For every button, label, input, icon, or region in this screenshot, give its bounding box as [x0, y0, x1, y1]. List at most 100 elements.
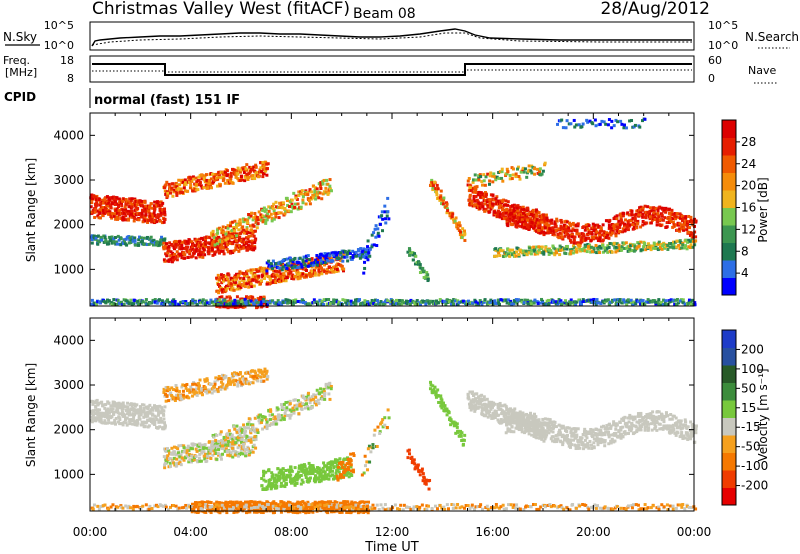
power-echo-cell — [680, 246, 684, 250]
velocity-echo-cell — [220, 373, 224, 377]
power-echo-cell — [263, 209, 267, 213]
power-echo-cell — [610, 119, 614, 123]
power-echo-cell — [127, 241, 131, 245]
power-echo-cell — [159, 302, 163, 306]
power-echo-cell — [653, 299, 657, 303]
power-echo-cell — [517, 175, 521, 179]
power-echo-cell — [517, 253, 521, 257]
velocity-echo-cell — [181, 383, 185, 387]
power-echo-cell — [160, 235, 164, 239]
power-echo-cell — [418, 270, 422, 274]
velocity-echo-cell — [109, 407, 113, 411]
power-echo-cell — [140, 208, 144, 212]
power-echo-cell — [204, 302, 208, 306]
power-echo-cell — [222, 246, 226, 250]
power-echo-cell — [228, 224, 232, 228]
power-echo-cell — [460, 235, 464, 239]
power-echo-cell — [364, 256, 368, 260]
power-echo-cell — [294, 275, 298, 279]
power-echo-cell — [531, 165, 535, 169]
power-echo-cell — [132, 219, 136, 223]
power-echo-cell — [431, 302, 435, 306]
power-echo-cell — [93, 301, 97, 305]
power-echo-cell — [183, 256, 187, 260]
power-echo-cell — [109, 203, 113, 207]
velocity-echo-cell — [184, 386, 188, 390]
power-echo-cell — [373, 227, 377, 231]
power-echo-cell — [271, 273, 275, 277]
power-echo-cell — [232, 249, 236, 253]
power-echo-cell — [497, 251, 501, 255]
power-echo-cell — [511, 218, 515, 222]
power-echo-cell — [381, 301, 385, 305]
power-colorbar-cell — [722, 260, 736, 278]
power-echo-cell — [680, 223, 684, 227]
power-echo-cell — [617, 219, 621, 223]
velocity-echo-cell — [244, 377, 248, 381]
power-echo-cell — [589, 298, 593, 302]
power-echo-cell — [324, 254, 328, 258]
power-echo-cell — [652, 209, 656, 213]
power-echo-cell — [179, 301, 183, 305]
velocity-echo-cell — [162, 409, 166, 413]
power-echo-cell — [308, 202, 312, 206]
power-echo-cell — [365, 248, 369, 252]
power-echo-cell — [502, 198, 506, 202]
power-echo-cell — [231, 220, 235, 224]
velocity-echo-cell — [139, 407, 143, 411]
power-echo-cell — [96, 214, 100, 218]
power-echo-cell — [190, 240, 194, 244]
power-echo-cell — [455, 222, 459, 226]
power-echo-cell — [683, 223, 687, 227]
power-echo-cell — [682, 226, 686, 230]
power-echo-cell — [322, 178, 326, 182]
power-echo-cell — [544, 246, 548, 250]
power-echo-cell — [438, 298, 442, 302]
power-echo-cell — [222, 230, 226, 234]
power-echo-cell — [158, 243, 162, 247]
power-echo-cell — [630, 118, 634, 122]
power-echo-cell — [433, 180, 437, 184]
power-echo-cell — [500, 170, 504, 174]
power-echo-cell — [610, 299, 614, 303]
power-echo-cell — [280, 268, 284, 272]
velocity-echo-cell — [156, 413, 160, 417]
power-echo-cell — [687, 245, 691, 249]
power-echo-cell — [153, 298, 157, 302]
velocity-echo-cell — [163, 405, 167, 409]
power-echo-cell — [304, 264, 308, 268]
power-echo-cell — [226, 250, 230, 254]
power-echo-cell — [612, 227, 616, 231]
power-echo-cell — [624, 241, 628, 245]
power-echo-cell — [470, 202, 474, 206]
power-echo-cell — [619, 216, 623, 220]
power-echo-cell — [205, 241, 209, 245]
power-echo-cell — [400, 302, 404, 306]
power-echo-cell — [496, 249, 500, 253]
power-echo-cell — [639, 210, 643, 214]
power-echo-cell — [213, 243, 217, 247]
velocity-echo-cell — [236, 384, 240, 388]
power-echo-cell — [626, 220, 630, 224]
power-echo-cell — [661, 303, 665, 307]
power-echo-cell — [450, 300, 454, 304]
velocity-echo-cell — [171, 388, 175, 392]
velocity-echo-cell — [214, 376, 218, 380]
power-echo-cell — [671, 213, 675, 217]
velocity-echo-cell — [228, 378, 232, 382]
power-echo-cell — [262, 297, 266, 301]
power-echo-cell — [292, 298, 296, 302]
power-echo-cell — [110, 211, 114, 215]
power-echo-cell — [212, 241, 216, 245]
power-echo-cell — [202, 185, 206, 189]
noise-panel-frame — [89, 21, 695, 51]
power-echo-cell — [239, 175, 243, 179]
power-echo-cell — [113, 202, 117, 206]
power-echo-cell — [266, 162, 270, 166]
power-echo-cell — [349, 299, 353, 303]
power-echo-cell — [201, 298, 205, 302]
power-echo-cell — [323, 263, 327, 267]
power-echo-cell — [513, 250, 517, 254]
power-echo-cell — [555, 251, 559, 255]
power-echo-cell — [96, 234, 100, 238]
